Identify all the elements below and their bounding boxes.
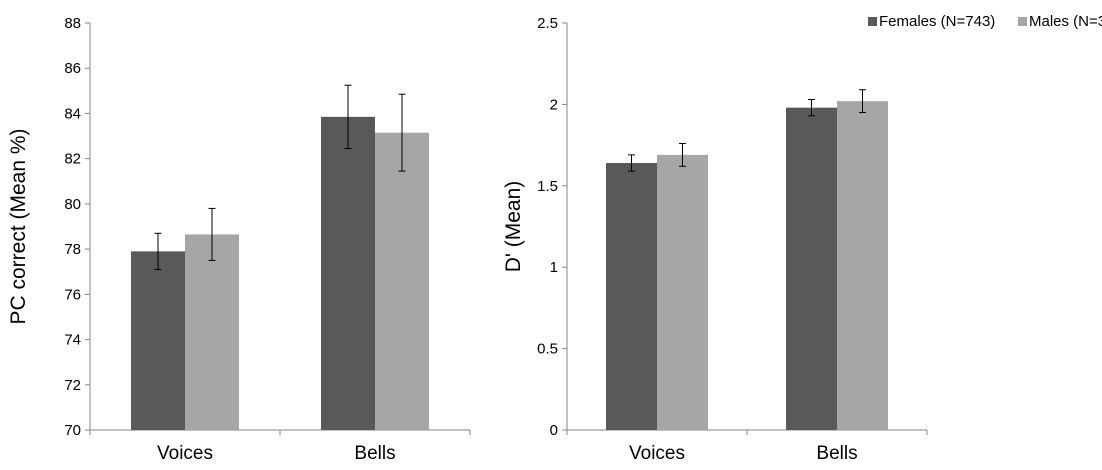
right-y-tick-label: 1: [550, 259, 558, 276]
right-bar-males-voices: [657, 154, 708, 431]
legend-label-females: Females (N=743): [879, 13, 995, 30]
left-category-label: Bells: [354, 443, 395, 464]
left-y-tick-label: 78: [64, 241, 81, 258]
left-y-tick-label: 86: [64, 60, 81, 77]
right-y-axis-title: D' (Mean): [502, 181, 525, 273]
left-bar-females-bells: [321, 116, 375, 430]
left-bar-females-voices: [131, 251, 185, 430]
left-y-tick-label: 80: [64, 196, 81, 213]
left-y-tick-label: 74: [64, 332, 81, 349]
left-y-tick-label: 88: [64, 15, 81, 32]
left-y-axis-title: PC correct (Mean %): [7, 128, 30, 324]
right-bar-females-voices: [606, 163, 657, 430]
left-bar-males-voices: [185, 234, 239, 430]
left-y-tick-label: 84: [64, 105, 81, 122]
right-y-tick-label: 0: [550, 422, 558, 439]
left-y-tick-label: 72: [64, 377, 81, 394]
right-category-label: Voices: [629, 443, 685, 464]
right-bar-males-bells: [837, 101, 888, 431]
legend-label-males: Males (N=377): [1029, 13, 1102, 30]
right-y-tick-label: 0.5: [537, 341, 558, 358]
legend-swatch-males: [1018, 17, 1027, 26]
right-category-label: Bells: [816, 443, 857, 464]
left-bar-males-bells: [375, 132, 429, 431]
left-y-tick-label: 82: [64, 151, 81, 168]
legend-swatch-females: [868, 17, 877, 26]
right-y-tick-label: 2: [550, 96, 558, 113]
right-y-tick-label: 2.5: [537, 15, 558, 32]
left-y-tick-label: 70: [64, 422, 81, 439]
right-bar-females-bells: [786, 107, 837, 430]
left-category-label: Voices: [157, 443, 213, 464]
right-y-tick-label: 1.5: [537, 178, 558, 195]
left-y-tick-label: 76: [64, 286, 81, 303]
